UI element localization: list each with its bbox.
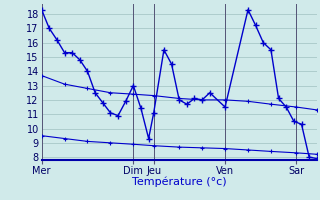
X-axis label: Température (°c): Température (°c) — [132, 177, 227, 187]
